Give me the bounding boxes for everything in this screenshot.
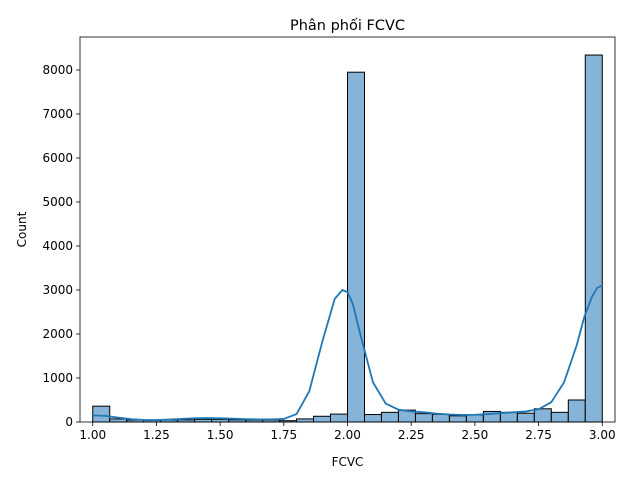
x-tick-label: 2.75	[525, 428, 552, 442]
x-tick-label: 3.00	[589, 428, 616, 442]
x-tick-label: 1.75	[270, 428, 297, 442]
histogram-bar	[380, 411, 399, 423]
histogram-bar	[567, 399, 586, 423]
x-tick-label: 2.50	[462, 428, 489, 442]
y-tick-label: 3000	[42, 283, 73, 297]
kde-curve-group	[92, 284, 603, 421]
histogram-bar	[347, 71, 365, 423]
histogram-bar	[414, 413, 433, 423]
x-tick-label: 1.00	[79, 428, 106, 442]
y-tick-label: 1000	[42, 371, 73, 385]
histogram-bar	[313, 415, 332, 423]
y-axis-label: Count	[15, 211, 29, 247]
histogram-bar	[448, 415, 467, 423]
x-axis-label: FCVC	[332, 455, 364, 469]
x-tick-label: 2.25	[398, 428, 425, 442]
histogram-bar	[363, 414, 382, 423]
histogram-bar	[330, 413, 349, 423]
histogram-bar	[533, 408, 552, 423]
histogram-bars	[92, 54, 603, 423]
histogram-bar	[516, 412, 535, 423]
x-tick-label: 1.50	[207, 428, 234, 442]
x-axis-ticks: 1.00 1.25 1.50 1.75 2.00 2.25 2.50 2.75 3.00	[79, 422, 616, 442]
histogram-bar	[550, 411, 569, 423]
y-tick-label: 8000	[42, 63, 73, 77]
histogram-bar	[296, 418, 315, 423]
y-tick-label: 6000	[42, 151, 73, 165]
histogram-bar	[465, 414, 484, 423]
y-tick-label: 4000	[42, 239, 73, 253]
y-tick-label: 7000	[42, 107, 73, 121]
kde-curve	[92, 284, 603, 421]
chart-title: Phân phối FCVC	[290, 17, 405, 34]
histogram-bar	[92, 405, 111, 423]
x-tick-label: 1.25	[143, 428, 170, 442]
histogram-bar	[584, 54, 603, 423]
y-tick-label: 0	[65, 415, 73, 429]
y-tick-label: 5000	[42, 195, 73, 209]
y-axis-ticks: 0 1000 2000 3000 4000 5000 6000 7000 8000	[42, 63, 80, 429]
histogram-bar	[431, 413, 450, 423]
y-tick-label: 2000	[42, 327, 73, 341]
x-tick-label: 2.00	[334, 428, 361, 442]
histogram-bar	[109, 418, 128, 423]
